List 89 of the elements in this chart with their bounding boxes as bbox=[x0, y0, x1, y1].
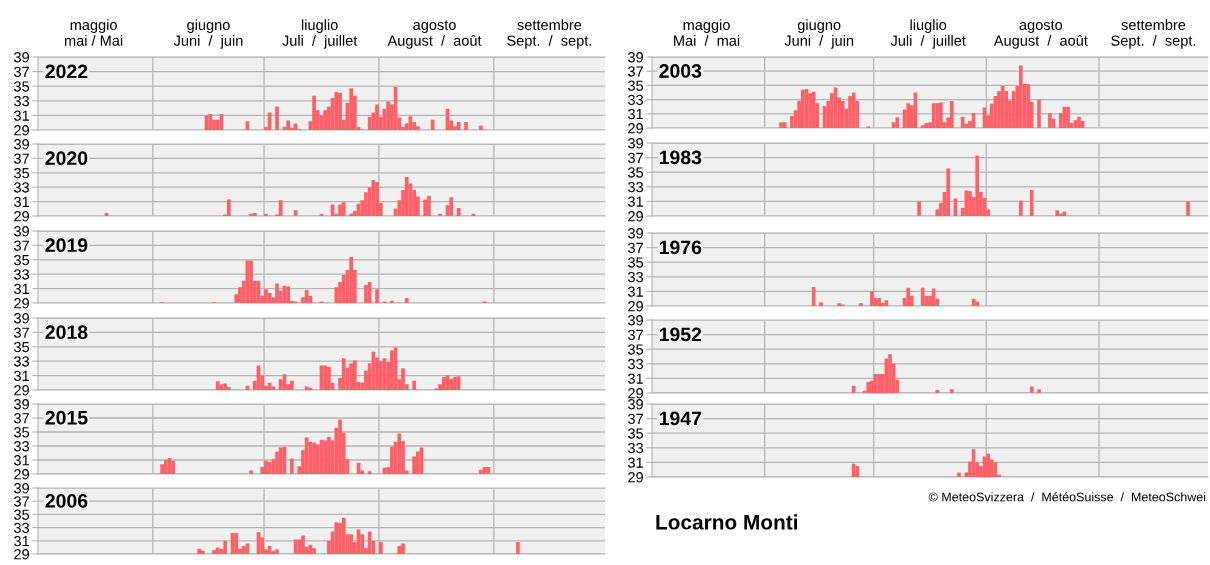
chart-title: 2006 bbox=[45, 493, 88, 508]
y-tick-label: 31 bbox=[628, 457, 643, 468]
y-tick-label: 29 bbox=[628, 211, 643, 222]
y-tick-label: 39 bbox=[628, 228, 643, 239]
y-tick-label: 29 bbox=[628, 388, 643, 399]
x-tick-label: agosto August / août bbox=[993, 20, 1088, 49]
y-tick-label: 37 bbox=[628, 66, 643, 77]
chart-title: 1952 bbox=[659, 327, 702, 342]
y-tick-label: 29 bbox=[628, 123, 643, 134]
y-tick-label: 39 bbox=[14, 52, 29, 63]
y-tick-label: 29 bbox=[628, 301, 643, 312]
chart-title: 2018 bbox=[45, 325, 88, 340]
y-tick-label: 29 bbox=[14, 549, 29, 560]
y-tick-label: 37 bbox=[628, 329, 643, 341]
y-tick-label: 33 bbox=[14, 269, 30, 280]
chart-title: 1976 bbox=[659, 240, 702, 255]
y-tick-label: 31 bbox=[14, 196, 29, 208]
y-tick-label: 39 bbox=[14, 139, 29, 150]
y-tick-label: 33 bbox=[14, 522, 30, 534]
y-tick-label: 33 bbox=[628, 442, 644, 454]
y-tick-label: 39 bbox=[628, 315, 643, 326]
y-tick-label: 37 bbox=[14, 66, 29, 78]
x-tick-label: giugno Juni / juin bbox=[784, 19, 854, 49]
y-tick-label: 37 bbox=[14, 327, 29, 338]
y-tick-label: 39 bbox=[628, 399, 643, 410]
y-tick-label: 33 bbox=[628, 181, 644, 193]
y-tick-label: 35 bbox=[628, 344, 644, 355]
chart-title: 2020 bbox=[45, 151, 88, 166]
y-tick-label: 39 bbox=[628, 52, 643, 63]
y-tick-label: 35 bbox=[628, 167, 644, 178]
y-tick-label: 35 bbox=[628, 428, 644, 439]
y-tick-label: 33 bbox=[14, 441, 30, 452]
x-tick-label: maggio Mai / mai bbox=[674, 19, 740, 46]
y-tick-label: 29 bbox=[14, 469, 29, 480]
chart-title: 2003 bbox=[659, 64, 702, 78]
y-tick-label: 37 bbox=[628, 152, 643, 164]
x-tick-label: liuglio Juli / juillet bbox=[890, 19, 966, 49]
chart-title: 1947 bbox=[659, 411, 702, 426]
x-tick-label: settembre Sept. / sept. bbox=[507, 19, 592, 49]
y-tick-label: 39 bbox=[14, 399, 29, 410]
y-tick-label: 31 bbox=[14, 370, 29, 382]
x-tick-label: maggio mai / Mai bbox=[64, 19, 123, 46]
y-tick-label: 39 bbox=[14, 483, 29, 494]
y-tick-label: 31 bbox=[14, 283, 29, 295]
y-tick-label: 39 bbox=[14, 313, 29, 324]
y-tick-label: 33 bbox=[628, 358, 644, 370]
y-tick-label: 37 bbox=[628, 413, 643, 425]
y-tick-label: 37 bbox=[14, 413, 29, 424]
y-tick-label: 31 bbox=[628, 196, 643, 207]
y-tick-label: 35 bbox=[14, 509, 30, 520]
y-tick-label: 39 bbox=[14, 226, 29, 237]
y-tick-label: 33 bbox=[14, 182, 30, 193]
y-tick-label: 35 bbox=[14, 81, 30, 92]
y-tick-label: 29 bbox=[14, 125, 29, 136]
x-tick-label: settembre Sept. / sept. bbox=[1111, 19, 1196, 49]
text: © MeteoSvizzera / MétéoSuisse / MeteoSchwei bbox=[928, 492, 1206, 502]
y-tick-label: 31 bbox=[14, 110, 29, 121]
x-tick-label: liuglio Juli / juillet bbox=[282, 19, 358, 49]
chart-title: 2022 bbox=[45, 64, 88, 79]
y-tick-label: 35 bbox=[14, 254, 30, 266]
x-tick-label: agosto August / août bbox=[387, 20, 482, 49]
y-tick-label: 39 bbox=[628, 138, 643, 149]
y-tick-label: 31 bbox=[628, 373, 643, 384]
y-tick-label: 29 bbox=[14, 298, 29, 309]
y-tick-label: 37 bbox=[14, 240, 29, 251]
text: Locarno Monti bbox=[656, 514, 798, 530]
y-tick-label: 33 bbox=[14, 95, 30, 107]
y-tick-label: 31 bbox=[14, 535, 29, 547]
y-tick-label: 29 bbox=[14, 385, 29, 396]
y-tick-label: 35 bbox=[628, 80, 644, 91]
y-tick-label: 31 bbox=[14, 455, 29, 466]
chart-title: 2019 bbox=[45, 238, 88, 253]
y-tick-label: 35 bbox=[14, 167, 30, 179]
y-tick-label: 29 bbox=[628, 472, 643, 483]
y-tick-label: 37 bbox=[14, 153, 29, 164]
chart-title: 1983 bbox=[659, 150, 702, 165]
y-tick-label: 33 bbox=[14, 356, 30, 367]
y-tick-label: 37 bbox=[14, 496, 29, 507]
y-tick-label: 35 bbox=[14, 341, 30, 353]
y-tick-label: 33 bbox=[628, 94, 644, 106]
y-tick-label: 33 bbox=[628, 271, 644, 283]
x-tick-label: giugno Juni / juin bbox=[173, 19, 243, 49]
y-tick-label: 35 bbox=[628, 257, 644, 268]
y-tick-label: 37 bbox=[628, 242, 643, 254]
y-tick-label: 31 bbox=[628, 286, 643, 297]
y-tick-label: 31 bbox=[628, 108, 643, 120]
chart-title: 2015 bbox=[45, 410, 88, 425]
y-tick-label: 35 bbox=[14, 427, 30, 438]
y-tick-label: 29 bbox=[14, 211, 29, 222]
